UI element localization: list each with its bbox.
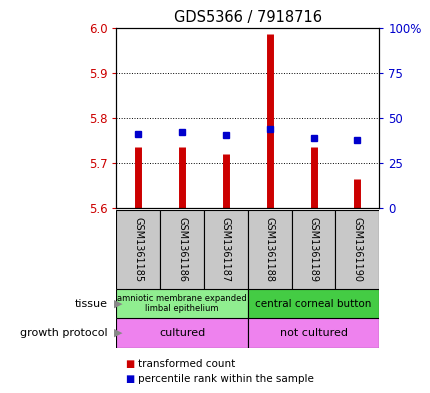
Text: ■: ■ bbox=[125, 374, 134, 384]
Text: ■: ■ bbox=[125, 358, 134, 369]
Text: GSM1361185: GSM1361185 bbox=[133, 217, 143, 282]
Text: ▶: ▶ bbox=[114, 299, 123, 309]
Text: GSM1361186: GSM1361186 bbox=[177, 217, 187, 282]
Text: growth protocol: growth protocol bbox=[20, 328, 108, 338]
Bar bbox=[247, 318, 378, 348]
Text: amniotic membrane expanded
limbal epithelium: amniotic membrane expanded limbal epithe… bbox=[117, 294, 246, 313]
Bar bbox=[116, 210, 160, 289]
Bar bbox=[160, 210, 203, 289]
Text: GSM1361188: GSM1361188 bbox=[264, 217, 274, 282]
Bar bbox=[247, 289, 378, 318]
Bar bbox=[291, 210, 335, 289]
Bar bbox=[335, 210, 378, 289]
Bar bbox=[203, 210, 247, 289]
Text: transformed count: transformed count bbox=[138, 358, 235, 369]
Text: central corneal button: central corneal button bbox=[255, 299, 371, 309]
Text: GSM1361190: GSM1361190 bbox=[352, 217, 362, 282]
Title: GDS5366 / 7918716: GDS5366 / 7918716 bbox=[173, 10, 321, 25]
Text: not cultured: not cultured bbox=[279, 328, 347, 338]
Text: cultured: cultured bbox=[159, 328, 205, 338]
Text: GSM1361189: GSM1361189 bbox=[308, 217, 318, 282]
Text: percentile rank within the sample: percentile rank within the sample bbox=[138, 374, 313, 384]
Bar bbox=[247, 210, 291, 289]
Bar bbox=[116, 289, 247, 318]
Text: GSM1361187: GSM1361187 bbox=[221, 217, 230, 282]
Text: ▶: ▶ bbox=[114, 328, 123, 338]
Bar bbox=[116, 318, 247, 348]
Text: tissue: tissue bbox=[74, 299, 108, 309]
